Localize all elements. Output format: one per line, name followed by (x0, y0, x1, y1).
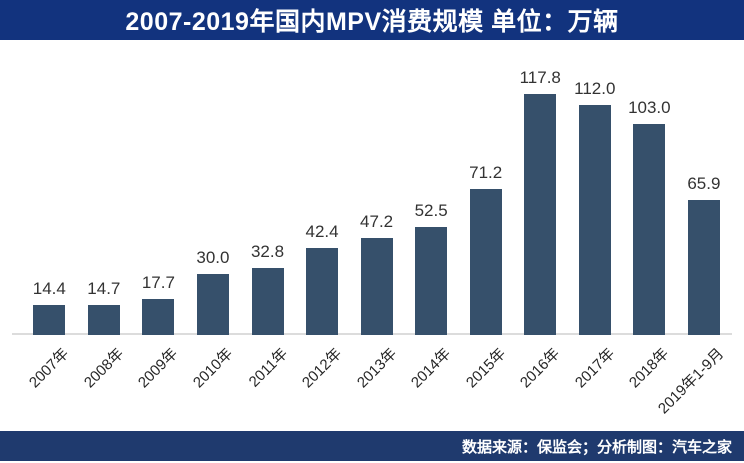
x-axis-label-2017年: 2017年 (571, 345, 618, 392)
value-label-2011年: 32.8 (250, 242, 285, 261)
bar-2010年 (196, 274, 229, 335)
value-label-2009年: 17.7 (141, 273, 175, 292)
value-label-2014年: 52.5 (414, 201, 448, 220)
bar-2019年1-9月 (687, 200, 720, 335)
bar-2008年 (87, 305, 120, 335)
x-axis-label-2011年: 2011年 (245, 345, 291, 391)
bar-2015年 (469, 189, 502, 335)
value-label-2018年: 103.0 (628, 98, 671, 117)
value-label-2015年: 71.2 (469, 163, 503, 182)
x-axis-label-2016年: 2016年 (517, 345, 564, 392)
bar-2017年 (578, 105, 611, 335)
chart-title: 2007-2019年国内MPV消费规模 单位：万辆 (125, 8, 619, 36)
bar-2018年 (633, 124, 666, 335)
plot-area: 14.4 14.7 17.7 30.0 32.8 42.4 47.2 52.5 71.2 117.… (0, 40, 744, 335)
x-axis-label-2012年: 2012年 (298, 345, 346, 392)
value-label-2017年: 112.0 (574, 79, 616, 98)
bar-2014年 (415, 227, 448, 335)
x-axis-labels: 2007年 2008年 2009年 2010年 2011年 2012年 2013年 2014年… (0, 335, 744, 431)
bar-2009年 (142, 299, 175, 335)
source-bar: 数据来源：保监会；分析制图：汽车之家 (0, 431, 744, 461)
source-text: 数据来源：保监会；分析制图：汽车之家 (461, 438, 732, 456)
bar-2012年 (306, 248, 339, 335)
x-axis-label-2014年: 2014年 (408, 345, 455, 392)
x-axis-label-2010年: 2010年 (189, 345, 237, 392)
value-label-2016年: 117.8 (519, 68, 561, 87)
value-label-2019年1-9月: 65.9 (687, 174, 721, 193)
x-axis-label-2015年: 2015年 (462, 345, 509, 392)
value-label-2008年: 14.7 (87, 279, 121, 298)
x-axis-label-2013年: 2013年 (353, 345, 400, 392)
x-axis-label-2009年: 2009年 (135, 345, 182, 392)
x-axis-label-2008年: 2008年 (80, 345, 127, 392)
chart-title-bar: 2007-2019年国内MPV消费规模 单位：万辆 (0, 0, 744, 40)
bar-2007年 (33, 305, 66, 335)
x-axis-label-2018年: 2018年 (626, 345, 673, 392)
value-label-2013年: 47.2 (360, 212, 394, 231)
value-label-2010年: 30.0 (196, 248, 230, 267)
bar-2013年 (360, 238, 393, 335)
value-label-2012年: 42.4 (305, 222, 339, 241)
bar-2016年 (524, 94, 557, 335)
x-axis-label-2007年: 2007年 (26, 345, 73, 392)
bar-2011年 (251, 268, 284, 335)
value-label-2007年: 14.4 (32, 279, 66, 298)
